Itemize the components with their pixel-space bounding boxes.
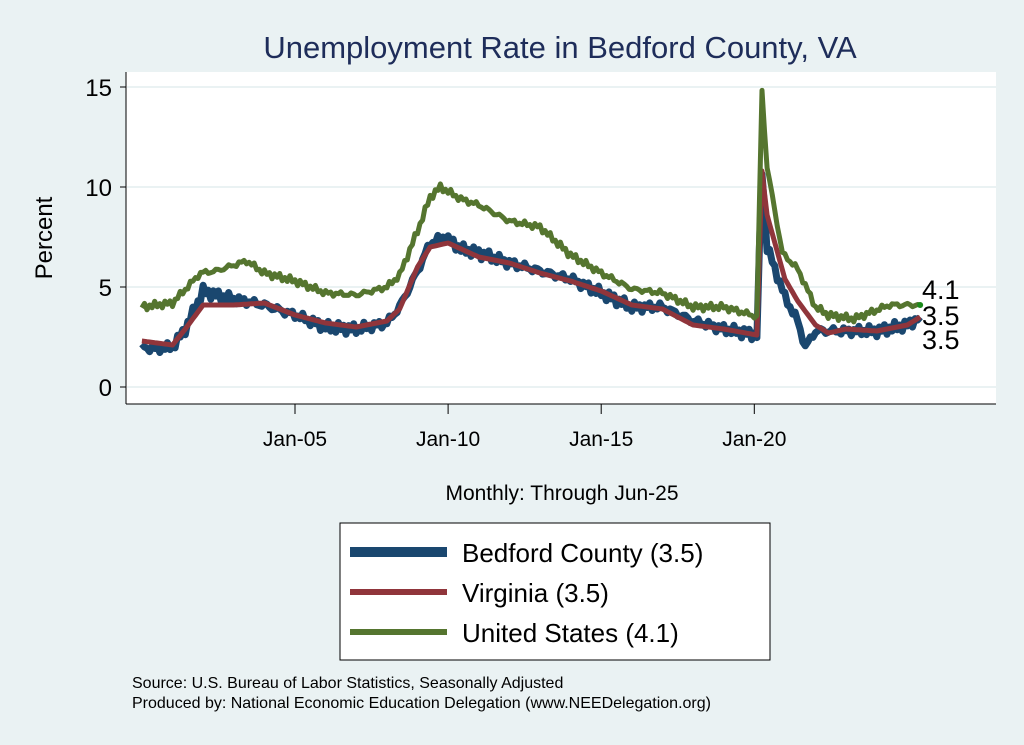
y-axis-label: Percent xyxy=(31,196,58,279)
y-tick-label: 15 xyxy=(85,75,112,102)
x-axis-label: Monthly: Through Jun-25 xyxy=(445,482,678,505)
y-tick-label: 5 xyxy=(99,275,112,302)
chart-title: Unemployment Rate in Bedford County, VA xyxy=(263,30,857,65)
y-tick-label: 10 xyxy=(85,175,112,202)
end-label-0: 3.5 xyxy=(922,325,960,355)
produced-note: Produced by: National Economic Education… xyxy=(132,695,711,712)
y-tick-label: 0 xyxy=(99,375,112,402)
end-label-2: 4.1 xyxy=(922,275,960,305)
x-tick-label: Jan-20 xyxy=(722,428,786,451)
x-tick-label: Jan-15 xyxy=(569,428,633,451)
legend-label-1: Virginia (3.5) xyxy=(462,578,609,608)
x-tick-label: Jan-10 xyxy=(416,428,480,451)
end-label-1: 3.5 xyxy=(922,301,960,331)
legend-label-0: Bedford County (3.5) xyxy=(462,538,703,568)
plot-area xyxy=(126,72,996,404)
end-marker xyxy=(917,302,924,308)
legend-label-2: United States (4.1) xyxy=(462,618,679,648)
source-note: Source: U.S. Bureau of Labor Statistics,… xyxy=(132,675,563,692)
series-line-1 xyxy=(141,168,922,348)
series-line-2 xyxy=(139,87,921,325)
x-tick-label: Jan-05 xyxy=(263,428,327,451)
